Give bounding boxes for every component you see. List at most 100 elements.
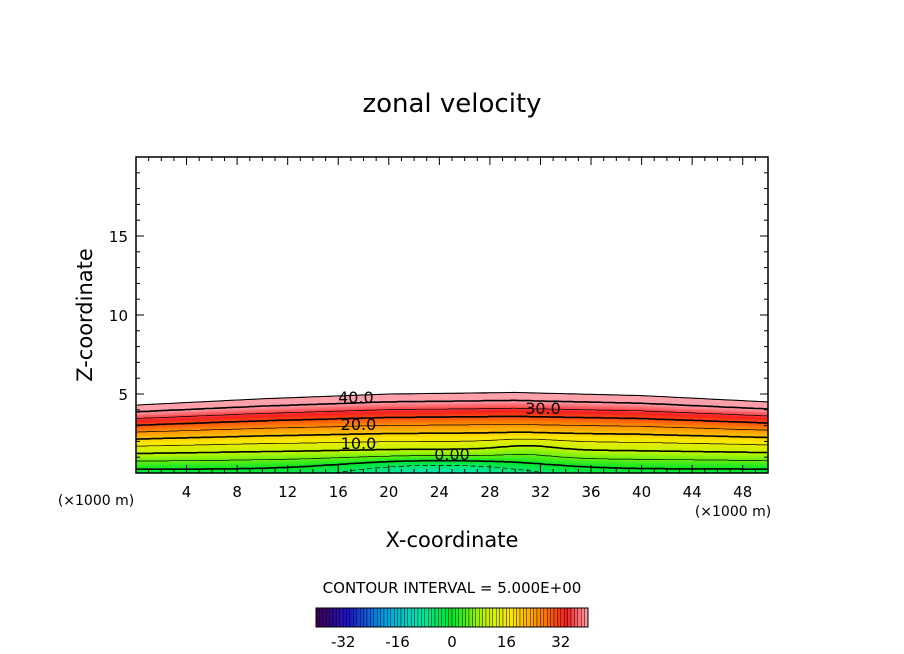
x-axis: 4 8 12 16 20 24 28 32 36 40 44 48 [148,157,756,501]
colorbar-segment [434,607,439,628]
y-tick-label: 10 [109,307,128,325]
contour-label: 40.0 [338,388,374,407]
colorbar-tick-labels: -32 -16 0 16 32 [331,633,570,651]
colorbar-segment [411,607,415,628]
colorbar-segment [485,607,490,628]
colorbar-segment [387,607,391,628]
colorbar-segment [390,607,395,628]
y-tick-label: 5 [118,386,128,404]
colorbar-segment [346,607,351,628]
x-tick-label: 32 [531,483,550,501]
colorbar-segment [536,607,541,628]
colorbar-tick-label: -16 [385,633,410,651]
colorbar-segment [455,607,459,628]
colorbar-segment [424,607,429,628]
colorbar-segment [380,607,385,628]
colorbar-segment [584,607,589,628]
x-tick-label: 20 [379,483,398,501]
colorbar-segment [407,607,412,628]
contour-labels: 40.0 30.0 20.010.0 0.00 [338,388,561,464]
colorbar-segment [499,607,504,628]
colorbar-segment [533,607,538,628]
colorbar-tick-label: 0 [447,633,457,651]
field-layer [136,391,768,473]
colorbar-segment [394,607,398,628]
colorbar-segment [553,607,558,628]
colorbar-segment [329,607,334,628]
contour-interval-text: CONTOUR INTERVAL = 5.000E+00 [323,579,582,597]
colorbar-tick-label: 16 [497,633,516,651]
colorbar-segment [530,607,534,628]
colorbar-segment [482,607,487,628]
colorbar-segment [577,607,582,628]
contour-label: 30.0 [525,399,561,418]
colorbar-segment [567,607,572,628]
colorbar-segment [417,607,422,628]
colorbar-segment [547,607,551,628]
contour-label: 0.00 [434,445,470,464]
colorbar-segment [360,607,364,628]
x-tick-label: 24 [430,483,449,501]
colorbar-segment [458,607,463,628]
colorbar-segment [543,607,548,628]
colorbar-segment [516,607,521,628]
colorbar-segment [431,607,436,628]
x-tick-label: 4 [182,483,192,501]
colorbar-segment [336,607,340,628]
colorbar-segment [472,607,476,628]
colorbar-segment [462,607,466,628]
x-tick-label: 16 [329,483,348,501]
x-unit-right: (×1000 m) [695,504,771,520]
x-tick-label: 28 [480,483,499,501]
colorbar-segment [574,607,579,628]
colorbar-segment [343,607,347,628]
colorbar-tick-label: -32 [331,633,356,651]
colorbar-segment [400,607,405,628]
colorbar-segment [397,607,402,628]
x-axis-label: X-coordinate [386,528,519,552]
colorbar-segment [421,607,425,628]
colorbar-segment [404,607,408,628]
colorbar-segment [581,607,585,628]
colorbar-segment [438,607,442,628]
colorbar-segment [465,607,470,628]
colorbar-segment [526,607,531,628]
colorbar-segment [366,607,371,628]
colorbar-segment [519,607,524,628]
x-tick-label: 40 [632,483,651,501]
colorbar-segment [356,607,361,628]
x-tick-label: 12 [278,483,297,501]
colorbar-segment [479,607,483,628]
colorbar-segment [502,607,507,628]
colorbar-segment [509,607,514,628]
colorbar-segment [339,607,344,628]
x-tick-label: 48 [733,483,752,501]
colorbar [315,607,589,628]
colorbar-segment [564,607,568,628]
colorbar-segment [428,607,432,628]
colorbar-tick-label: 32 [551,633,570,651]
colorbar-segment [332,607,337,628]
colorbar-segment [441,607,446,628]
colorbar-segment [492,607,497,628]
y-axis: 5 10 15 [109,172,768,458]
colorbar-segment [550,607,555,628]
colorbar-segment [523,607,528,628]
colorbar-segment [506,607,510,628]
colorbar-segment [319,607,323,628]
x-tick-label: 8 [232,483,242,501]
colorbar-segment [445,607,449,628]
colorbar-segment [540,607,545,628]
y-axis-label: Z-coordinate [73,248,97,382]
colorbar-segment [373,607,378,628]
colorbar-segment [349,607,354,628]
chart-title: zonal velocity [362,89,541,119]
contour-label: 10.0 [341,434,377,453]
colorbar-segment [370,607,374,628]
colorbar-segment [513,607,517,628]
colorbar-segment [489,607,493,628]
colorbar-segment [496,607,500,628]
colorbar-segment [315,607,320,628]
colorbar-segment [322,607,327,628]
